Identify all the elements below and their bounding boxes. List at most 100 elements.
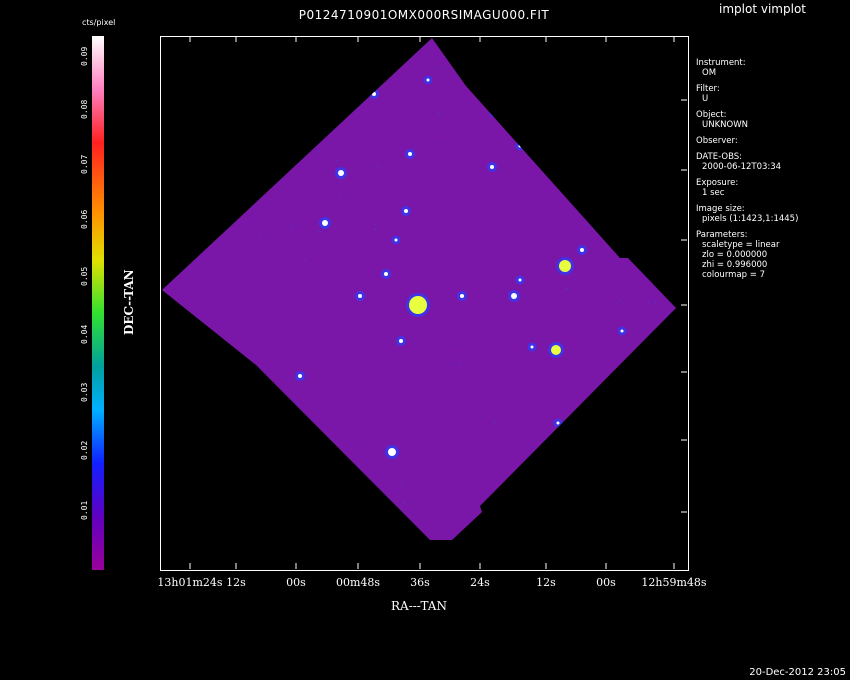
x-tick-label: 13h01m24s [157,576,222,589]
noise-pixel [644,64,645,65]
noise-pixel [326,73,327,74]
noise-pixel [243,425,244,426]
noise-pixel [319,516,320,517]
noise-pixel [314,163,315,164]
noise-pixel [483,294,484,295]
noise-pixel [444,309,445,310]
noise-pixel [376,378,377,379]
noise-pixel [576,256,577,257]
noise-pixel [375,229,376,230]
noise-pixel [325,181,326,182]
star-halo [224,348,233,357]
star [409,296,427,314]
noise-pixel [415,341,416,342]
noise-pixel [309,360,310,361]
noise-pixel [197,442,198,443]
noise-pixel [176,179,177,180]
star [427,79,430,82]
noise-pixel [179,135,180,136]
noise-pixel [204,217,205,218]
noise-pixel [360,53,361,54]
noise-pixel [528,480,529,481]
noise-pixel [626,273,627,274]
noise-pixel [668,249,669,250]
noise-pixel [598,233,599,234]
x-tick-label: 12s [536,576,556,589]
noise-pixel [573,274,574,275]
noise-pixel [603,285,604,286]
noise-pixel [431,481,432,482]
noise-pixel [318,151,319,152]
noise-pixel [320,347,321,348]
noise-pixel [494,69,495,70]
noise-pixel [363,441,364,442]
noise-pixel [660,133,661,134]
noise-pixel [524,91,525,92]
star [621,330,624,333]
noise-pixel [176,446,177,447]
noise-pixel [587,224,588,225]
star-halo [490,109,499,118]
noise-pixel [241,329,242,330]
noise-pixel [659,287,660,288]
noise-pixel [339,196,340,197]
noise-pixel [551,451,552,452]
noise-pixel [491,496,492,497]
noise-pixel [348,57,349,58]
noise-pixel [357,66,358,67]
noise-pixel [239,188,240,189]
noise-pixel [651,463,652,464]
noise-pixel [345,347,346,348]
noise-pixel [573,237,574,238]
noise-pixel [184,242,185,243]
noise-pixel [427,121,428,122]
noise-pixel [448,157,449,158]
noise-pixel [400,480,401,481]
noise-pixel [236,426,237,427]
noise-pixel [653,300,654,301]
noise-pixel [656,339,657,340]
noise-pixel [414,147,415,148]
noise-pixel [548,160,549,161]
noise-pixel [667,240,668,241]
star [408,152,412,156]
noise-pixel [287,322,288,323]
noise-pixel [337,160,338,161]
noise-pixel [196,398,197,399]
noise-pixel [251,205,252,206]
noise-pixel [230,97,231,98]
star [227,351,230,354]
info-entry: Exposure: 1 sec [696,178,798,198]
noise-pixel [303,261,304,262]
noise-pixel [642,193,643,194]
noise-pixel [240,431,241,432]
noise-pixel [260,122,261,123]
noise-pixel [452,112,453,113]
noise-pixel [284,404,285,405]
noise-pixel [541,297,542,298]
noise-pixel [596,522,597,523]
noise-pixel [456,345,457,346]
noise-pixel [621,378,622,379]
noise-pixel [355,531,356,532]
noise-pixel [272,298,273,299]
noise-pixel [529,187,530,188]
noise-pixel [562,342,563,343]
noise-pixel [214,482,215,483]
noise-pixel [290,144,291,145]
noise-pixel [541,415,542,416]
noise-pixel [291,228,292,229]
noise-pixel [466,411,467,412]
noise-pixel [453,364,454,365]
noise-pixel [416,370,417,371]
info-key: Object: [696,110,798,120]
noise-pixel [661,298,662,299]
noise-pixel [287,378,288,379]
noise-pixel [282,219,283,220]
noise-pixel [199,223,200,224]
noise-pixel [277,307,278,308]
noise-pixel [517,304,518,305]
noise-pixel [394,436,395,437]
noise-pixel [632,191,633,192]
noise-pixel [372,354,373,355]
